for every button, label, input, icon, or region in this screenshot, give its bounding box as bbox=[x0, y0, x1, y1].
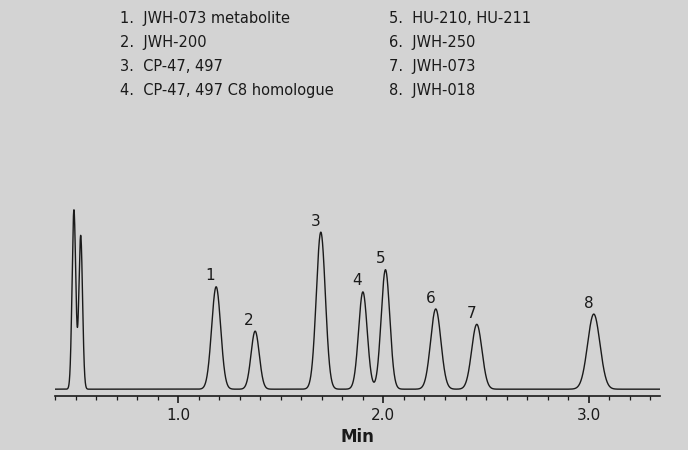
Text: 6: 6 bbox=[426, 291, 436, 306]
Text: 5: 5 bbox=[376, 251, 386, 266]
Text: 4: 4 bbox=[353, 274, 363, 288]
Text: 1.  JWH-073 metabolite
2.  JWH-200
3.  CP-47, 497
4.  CP-47, 497 C8 homologue: 1. JWH-073 metabolite 2. JWH-200 3. CP-4… bbox=[120, 11, 334, 98]
Text: 5.  HU-210, HU-211
6.  JWH-250
7.  JWH-073
8.  JWH-018: 5. HU-210, HU-211 6. JWH-250 7. JWH-073 … bbox=[389, 11, 531, 98]
Text: 3: 3 bbox=[311, 214, 321, 229]
Text: 7: 7 bbox=[467, 306, 477, 321]
Text: 1: 1 bbox=[205, 268, 215, 284]
Text: 2: 2 bbox=[244, 313, 254, 328]
Text: 8: 8 bbox=[584, 296, 594, 310]
X-axis label: Min: Min bbox=[341, 428, 375, 446]
